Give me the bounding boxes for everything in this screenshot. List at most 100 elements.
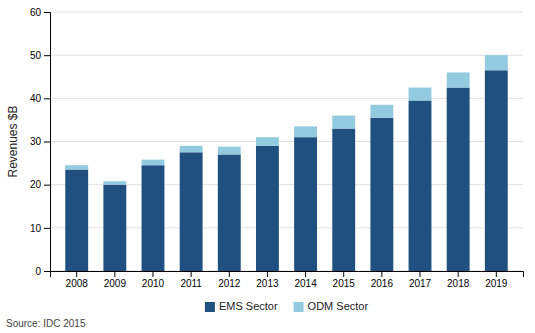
x-tick: 2013 [256, 271, 279, 289]
x-tick: 2015 [333, 271, 356, 289]
bar [65, 165, 88, 169]
y-axis-line [44, 13, 51, 272]
x-tick-label: 2011 [180, 278, 202, 289]
x-tick-label: 2015 [333, 278, 356, 289]
bar [142, 160, 165, 166]
bar [485, 55, 508, 70]
y-tick-label: 50 [30, 50, 42, 61]
legend-item: ODM Sector [294, 300, 369, 312]
x-tick-label: 2013 [256, 278, 279, 289]
x-tick: 2012 [218, 271, 241, 289]
x-tick-mark [267, 271, 268, 277]
grid-line [50, 55, 523, 56]
y-tick: 60 [30, 7, 50, 18]
x-tick-mark [191, 271, 192, 277]
grid-line [50, 12, 523, 13]
y-tick-mark [44, 142, 50, 143]
y-axis: 0 10 20 30 40 50 60 [30, 7, 51, 277]
bar [485, 70, 508, 271]
legend-swatch [205, 302, 215, 312]
y-tick-mark [44, 185, 50, 186]
y-tick-label: 60 [30, 7, 42, 18]
x-tick-label: 2008 [66, 278, 89, 289]
legend: EMS Sector ODM Sector [205, 300, 369, 312]
bar [180, 152, 203, 271]
y-axis-title: Revenues $B [6, 105, 20, 177]
x-tick-label: 2019 [485, 278, 508, 289]
x-tick: 2014 [294, 271, 317, 289]
bars [65, 55, 507, 271]
x-tick-mark [152, 271, 153, 277]
bar [180, 146, 203, 152]
x-tick-mark [76, 271, 77, 277]
x-tick-label: 2014 [294, 278, 317, 289]
bar [370, 105, 393, 118]
bar [256, 137, 279, 146]
x-tick: 2017 [409, 271, 432, 289]
bar [103, 181, 126, 184]
x-tick: 2008 [66, 271, 89, 289]
y-tick-label: 20 [30, 179, 42, 190]
y-tick: 50 [30, 50, 50, 61]
x-tick: 2018 [447, 271, 470, 289]
chart: 2008200920102011201220132014201520162017… [0, 0, 535, 333]
bar [103, 185, 126, 271]
bar [370, 118, 393, 271]
x-tick-label: 2018 [447, 278, 470, 289]
x-tick-label: 2009 [104, 278, 127, 289]
y-tick-mark [44, 271, 50, 272]
bar [409, 88, 432, 101]
bar [332, 116, 355, 129]
bar [65, 170, 88, 271]
x-tick: 2016 [371, 271, 394, 289]
legend-label: EMS Sector [219, 300, 278, 312]
y-tick: 0 [35, 266, 50, 277]
y-tick-label: 0 [35, 266, 41, 277]
x-tick: 2009 [104, 271, 127, 289]
x-tick-mark [458, 271, 459, 277]
bar [218, 147, 241, 155]
legend-swatch [294, 302, 304, 312]
x-tick: 2011 [180, 271, 202, 289]
bar [409, 100, 432, 271]
y-tick-mark [44, 98, 50, 99]
grid [50, 12, 523, 271]
x-tick-mark [114, 271, 115, 277]
x-tick: 2019 [485, 271, 508, 289]
bar [256, 146, 279, 271]
x-tick-label: 2016 [371, 278, 394, 289]
x-tick-mark [305, 271, 306, 277]
bar [294, 126, 317, 137]
legend-label: ODM Sector [308, 300, 369, 312]
y-tick-label: 10 [30, 223, 42, 234]
bar [447, 72, 470, 87]
x-tick-label: 2010 [142, 278, 165, 289]
annotation: Source: IDC 2015 [6, 318, 86, 329]
y-tick-mark [44, 12, 50, 13]
bar [294, 137, 317, 271]
x-axis-line [51, 272, 524, 278]
x-tick: 2010 [142, 271, 165, 289]
y-tick: 20 [30, 179, 50, 190]
y-tick-label: 30 [30, 136, 42, 147]
legend-item: EMS Sector [205, 300, 278, 312]
x-tick-mark [420, 271, 421, 277]
x-tick-mark [343, 271, 344, 277]
bar [142, 165, 165, 271]
x-tick-mark [496, 271, 497, 277]
y-tick-mark [44, 228, 50, 229]
y-tick-mark [44, 55, 50, 56]
x-tick-label: 2017 [409, 278, 432, 289]
y-tick: 40 [30, 93, 50, 104]
y-tick: 30 [30, 136, 50, 147]
series-bars [65, 55, 507, 185]
bar [447, 88, 470, 271]
bar [218, 154, 241, 271]
bar [332, 129, 355, 271]
series-bars [65, 70, 507, 271]
x-axis: 2008 2009 2010 2011 2012 2013 2014 2015 2016 2017… [51, 271, 524, 289]
x-tick-mark [381, 271, 382, 277]
y-tick: 10 [30, 223, 50, 234]
x-tick-mark [229, 271, 230, 277]
plot: 2008200920102011201220132014201520162017… [30, 7, 524, 289]
